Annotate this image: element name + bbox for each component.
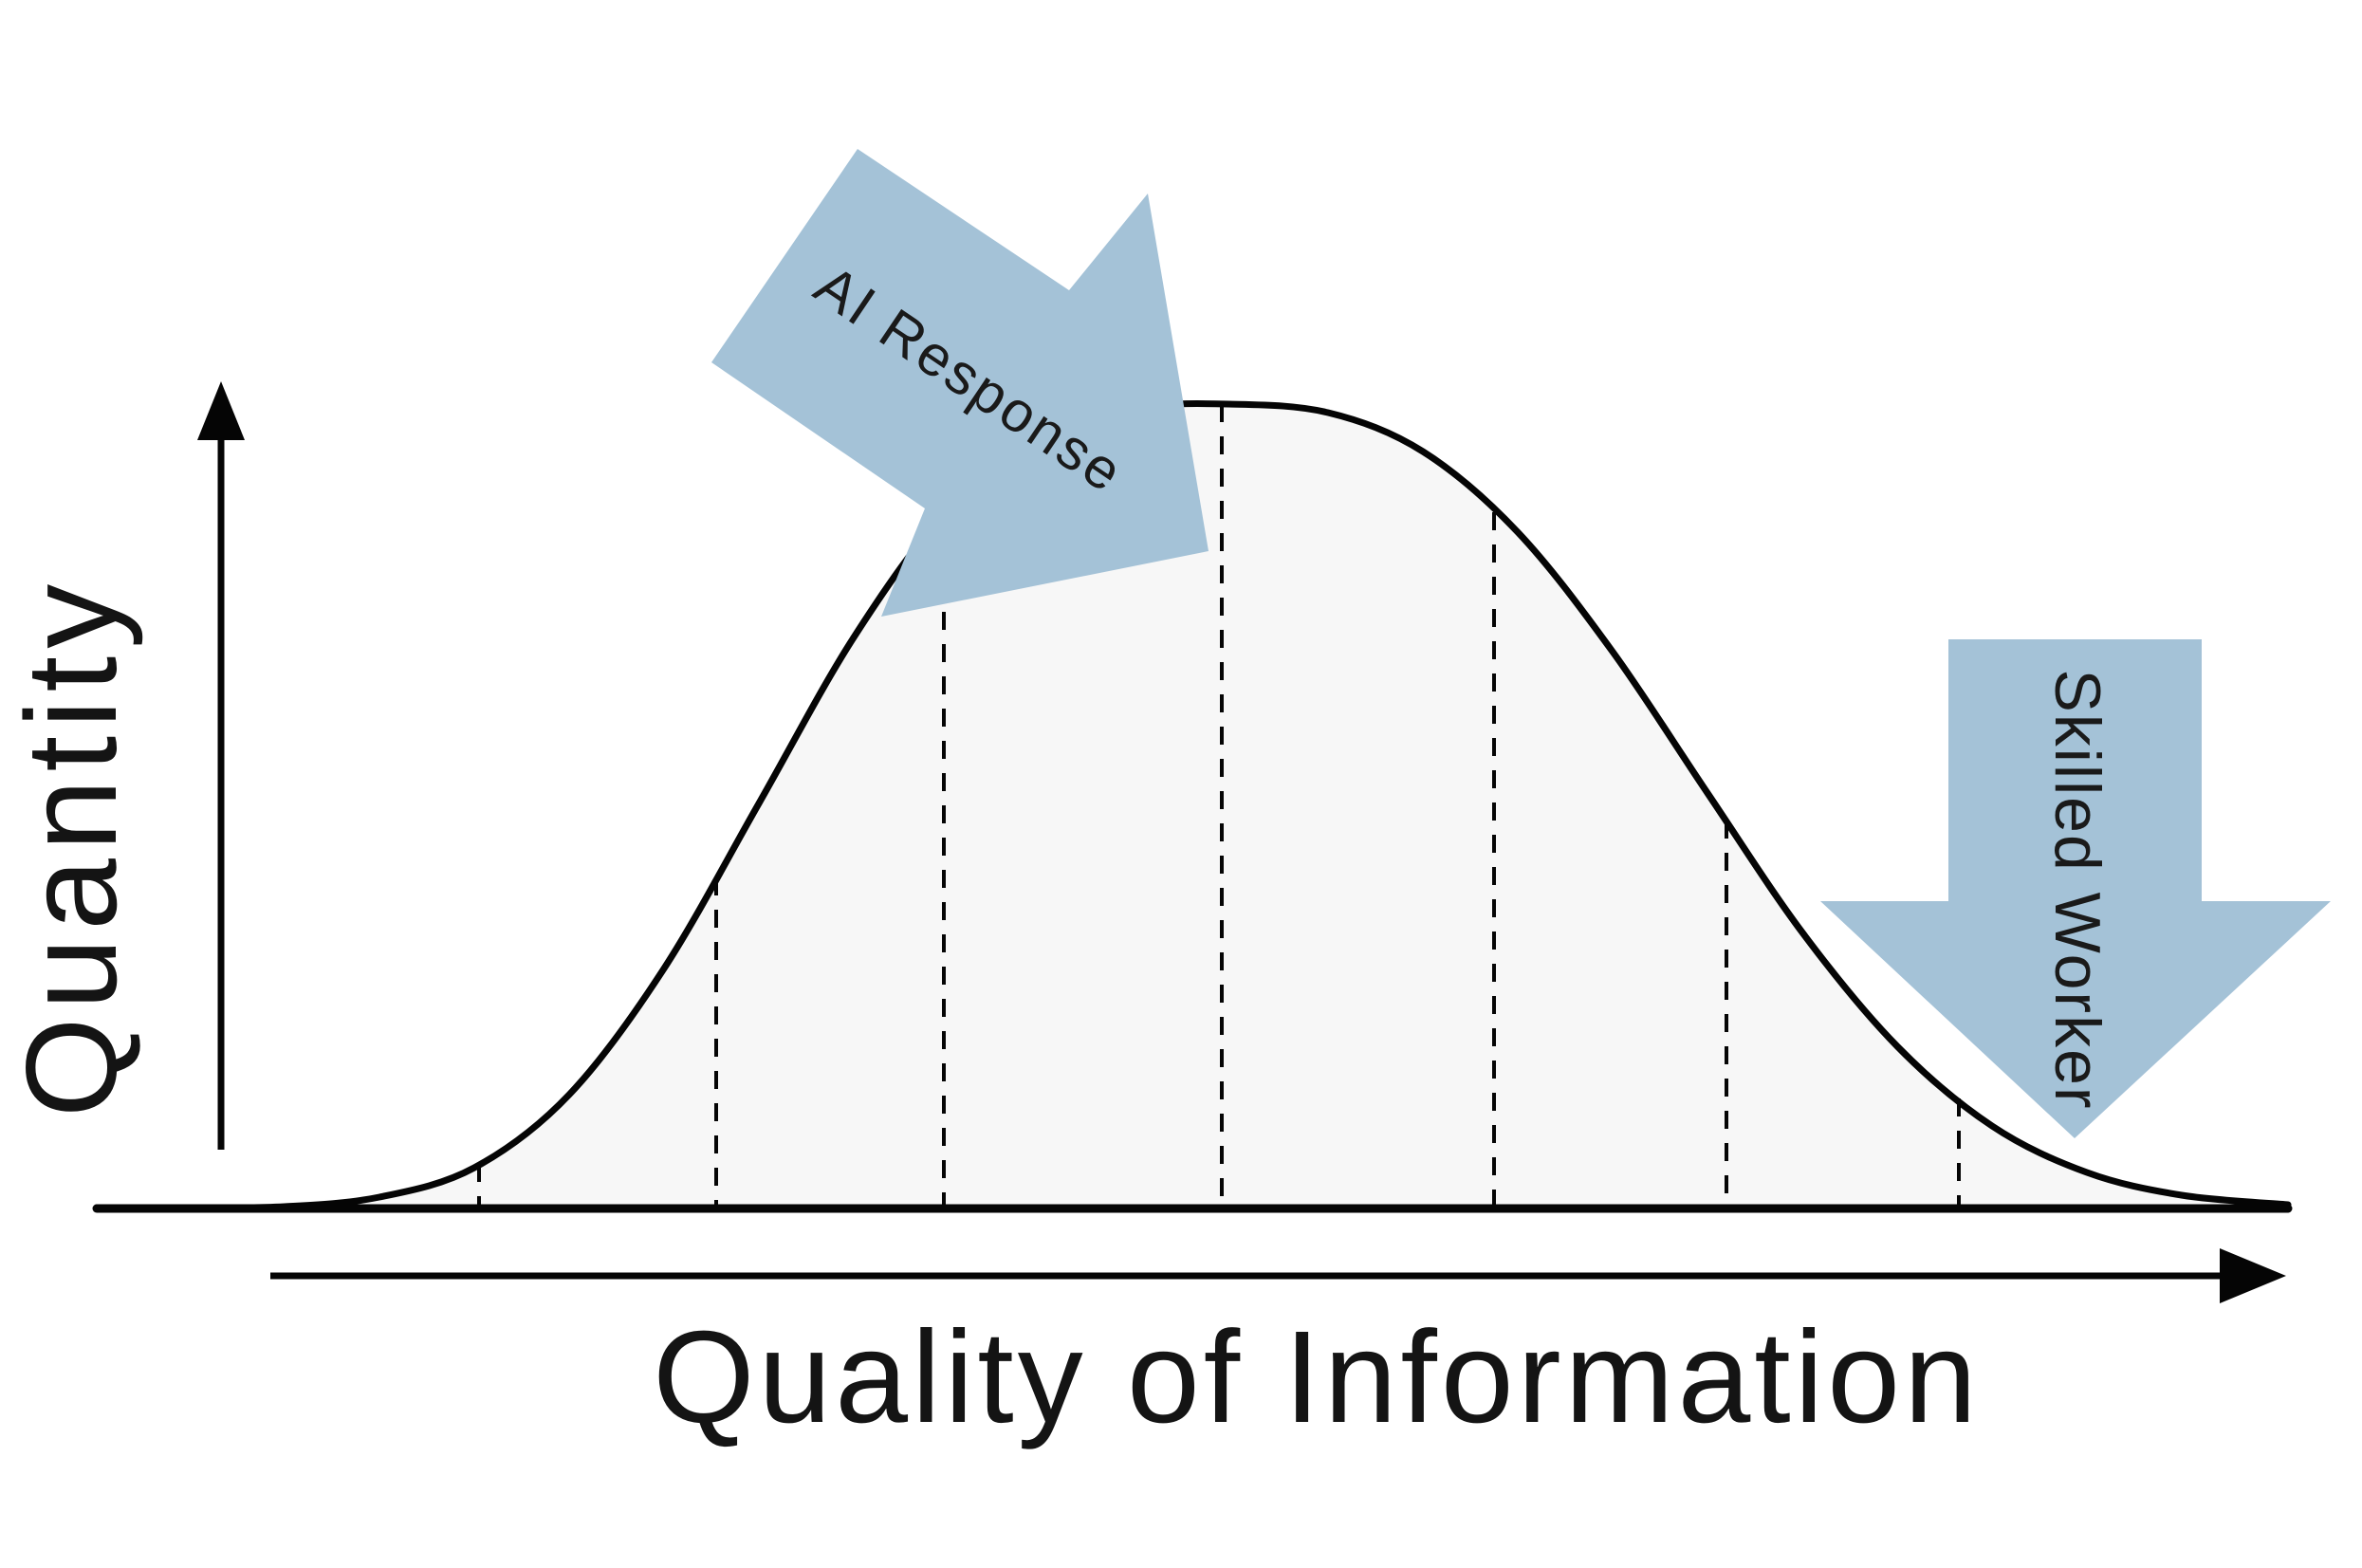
ai-response-arrow-icon [711, 149, 1209, 617]
x-axis-label: Quality of Information [653, 1304, 1981, 1450]
y-axis-label: Quantity [0, 576, 143, 1118]
under-curve-fill [97, 403, 2288, 1208]
y-axis-arrowhead-icon [197, 381, 245, 440]
x-axis-arrowhead-icon [2220, 1248, 2286, 1303]
skilled-worker-arrow-icon [1820, 639, 2331, 1138]
skilled-worker-label: Skilled Worker [2041, 669, 2113, 1111]
